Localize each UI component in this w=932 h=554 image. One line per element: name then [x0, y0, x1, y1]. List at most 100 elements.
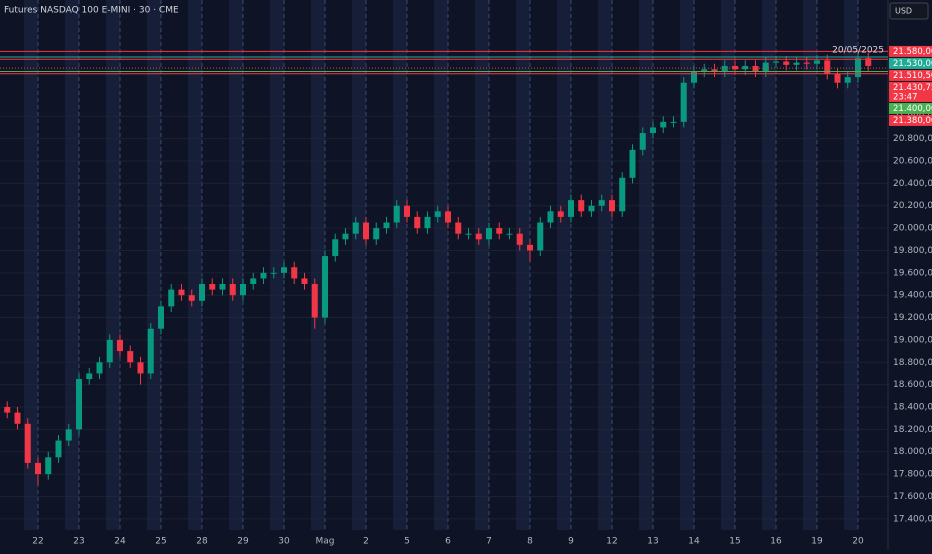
session-band [393, 0, 407, 530]
candle-body [199, 284, 205, 301]
session-band [147, 0, 161, 530]
candle-body [568, 200, 574, 217]
candle-body [4, 407, 11, 413]
session-band [721, 0, 735, 530]
x-tick-label: 16 [770, 537, 782, 547]
session-band [188, 0, 202, 530]
candle-body [332, 239, 339, 257]
price-tag [889, 114, 932, 126]
candle-body [527, 244, 533, 251]
candle-body [824, 60, 831, 74]
candle-body [670, 121, 677, 123]
x-tick-label: 8 [527, 537, 533, 547]
y-tick-label: 20.000,00 [893, 224, 932, 234]
candle-body [86, 373, 93, 380]
y-tick-label: 17.400,00 [893, 514, 932, 524]
candle-body [486, 228, 492, 240]
candle-body [598, 200, 605, 206]
candle-body [701, 69, 708, 72]
x-tick-label: 29 [237, 537, 249, 547]
price-tag-label: 21.430,75 [893, 83, 932, 93]
y-tick-label: 20.800,00 [893, 134, 932, 144]
candle-body [65, 429, 72, 441]
candle-body [639, 133, 646, 150]
candle-body [537, 222, 544, 251]
candle-body [106, 339, 113, 363]
candle-body [660, 121, 667, 128]
candle-body [281, 267, 287, 273]
candle-body [137, 362, 144, 374]
y-tick-label: 18.200,00 [893, 425, 932, 435]
price-tag [889, 57, 932, 69]
session-band [434, 0, 448, 530]
candle-body [465, 233, 472, 235]
candle-body [219, 284, 226, 290]
candle-body [127, 351, 134, 363]
price-tag [889, 102, 932, 114]
session-band [106, 0, 120, 530]
price-tag [889, 45, 932, 57]
session-band [598, 0, 612, 530]
chart-title: Futures NASDAQ 100 E-MINI · 30 · CME [4, 6, 179, 16]
candle-body [404, 205, 410, 217]
x-tick-label: 23 [73, 537, 84, 547]
candle-body [414, 216, 421, 229]
candle-body [773, 61, 779, 63]
candle-body [578, 200, 585, 212]
x-tick-label: 15 [729, 537, 740, 547]
candle-body [742, 65, 749, 70]
candle-body [35, 462, 41, 475]
candle-body [322, 256, 328, 318]
candle-body [434, 211, 441, 217]
x-tick-label: 19 [811, 537, 823, 547]
candle-body [506, 233, 513, 235]
candle-body [311, 284, 318, 318]
candle-body [557, 211, 564, 217]
candle-body [96, 362, 103, 374]
x-tick-label: 25 [155, 537, 166, 547]
candle-body [721, 65, 728, 72]
y-tick-label: 19.800,00 [893, 246, 932, 256]
session-band [311, 0, 325, 530]
y-tick-label: 18.400,00 [893, 403, 932, 413]
candle-body [291, 267, 298, 279]
candle-body [496, 228, 503, 234]
candle-body [250, 278, 257, 285]
candle-body [691, 71, 697, 83]
currency: USD [895, 7, 912, 16]
candle-body [814, 60, 820, 64]
y-tick-label: 20.400,00 [893, 179, 932, 189]
candle-body [76, 379, 82, 430]
x-tick-label: Mag [316, 537, 335, 547]
candle-body [609, 200, 615, 212]
candle-body [762, 62, 769, 72]
y-tick-label: 19.200,00 [893, 313, 932, 323]
candle-body [865, 58, 872, 66]
candle-body [383, 222, 390, 229]
session-band [270, 0, 284, 530]
candle-body [373, 228, 380, 240]
candle-body [844, 77, 851, 83]
x-tick-label: 30 [278, 537, 290, 547]
session-band [475, 0, 489, 530]
y-tick-label: 20.200,00 [893, 201, 932, 211]
candle-body [229, 284, 236, 296]
y-tick-label: 18.000,00 [893, 447, 932, 457]
candle-body [178, 289, 185, 296]
y-tick-label: 18.600,00 [893, 380, 932, 390]
candle-body [147, 328, 154, 374]
candle-body [629, 149, 636, 178]
x-tick-label: 20 [852, 537, 864, 547]
currency-box[interactable] [889, 2, 929, 20]
candle-body [342, 233, 349, 240]
price-tag [889, 69, 932, 81]
candle-body [424, 216, 431, 229]
candle-body [188, 295, 195, 301]
candle-body [752, 65, 759, 72]
candle-body [270, 272, 277, 274]
y-tick-label: 19.600,00 [893, 268, 932, 278]
candle-body [117, 339, 123, 352]
price-tag [889, 81, 932, 102]
candle-body [363, 222, 369, 240]
candle-body [209, 284, 216, 290]
